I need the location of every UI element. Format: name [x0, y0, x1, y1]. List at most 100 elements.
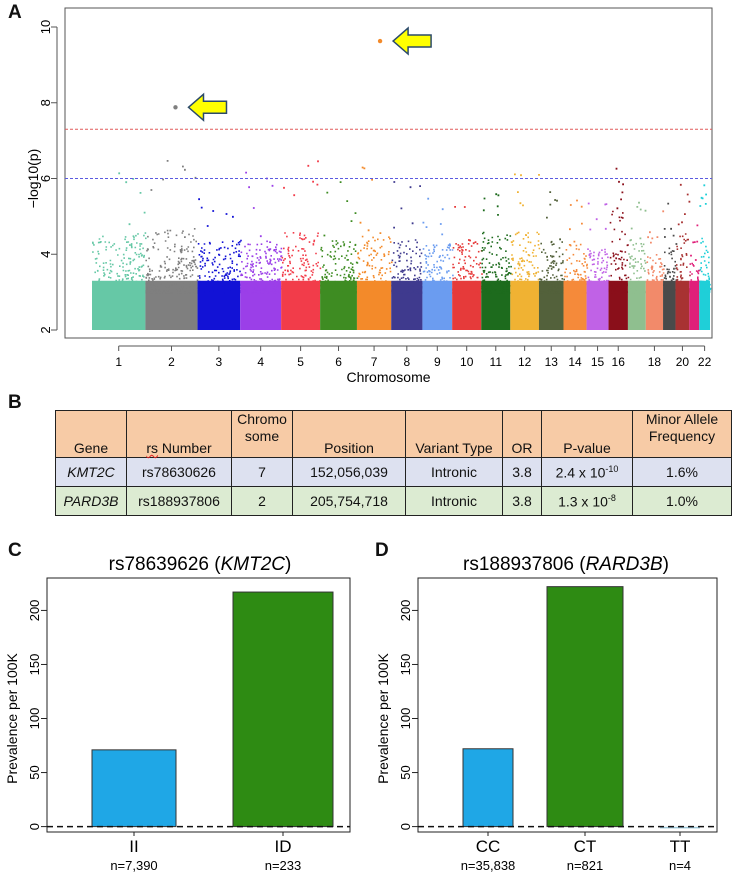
y-axis-label: Prevalence per 100K: [4, 652, 20, 783]
bar-ii: [91, 749, 177, 828]
y-tick-label: 150: [27, 654, 42, 676]
points-chr-22: [699, 184, 712, 294]
x-count-label: n=7,390: [110, 858, 157, 873]
x-axis-label: Chromosome: [346, 369, 430, 385]
table-header-or: OR: [502, 410, 542, 458]
cell-or: 3.8: [502, 457, 542, 487]
cell-chrom: 2: [231, 486, 293, 516]
x-tick-label: 11: [490, 355, 503, 369]
x-tick-label: 2: [168, 355, 175, 369]
x-tick-label: 20: [676, 355, 690, 369]
y-tick-label: 0: [27, 823, 42, 830]
plot-frame: [64, 7, 713, 339]
points-chr-9: [422, 197, 454, 294]
chart-frame: [46, 577, 351, 833]
y-tick-label: 2: [38, 326, 53, 333]
x-tick-label: 4: [257, 355, 264, 369]
points-chr-10: [452, 206, 483, 294]
chart-title: rs78639626 (KMT2C): [109, 554, 292, 575]
x-tick-label: 3: [216, 355, 223, 369]
cell-p: 1.3 x 10-8: [541, 486, 633, 516]
points-chr-7: [357, 166, 393, 294]
x-tick-label: 15: [591, 355, 605, 369]
x-tick-label: 18: [648, 355, 662, 369]
table-row: KMT2C rs78630626 7 152,056,039 Intronic …: [55, 457, 732, 487]
table-header-maf: Minor Allele Frequency: [632, 410, 732, 458]
points-chr-5: [281, 160, 322, 294]
panel-label-d: D: [375, 540, 389, 561]
x-tick-label: 14: [568, 355, 582, 369]
table-header-row: Gene rs Number Chromo some Position Varia…: [55, 410, 732, 458]
x-category-label: CT: [574, 837, 597, 856]
panel-label-a: A: [8, 2, 22, 23]
y-tick-label: 10: [38, 20, 53, 34]
point-band-chr-21: [689, 280, 700, 330]
y-tick-label: 150: [398, 654, 413, 676]
points-chr-15: [587, 202, 610, 294]
y-tick-label: 200: [27, 600, 42, 622]
x-count-label: n=35,838: [461, 858, 516, 873]
table-header-p: P-value: [541, 410, 633, 458]
x-tick-label: 13: [545, 355, 559, 369]
x-tick-label: 5: [297, 355, 304, 369]
x-category-label: TT: [670, 837, 691, 856]
highlight-point-1: [173, 105, 178, 110]
panel-label-b: B: [8, 392, 22, 413]
bar-id: [232, 591, 334, 828]
x-tick-label: 10: [460, 355, 474, 369]
points-chr-8: [391, 181, 424, 294]
x-tick-label: 7: [371, 355, 378, 369]
y-axis-label: −log10(p): [25, 149, 41, 209]
x-tick-label: 1: [115, 355, 122, 369]
cell-rs: rs188937806: [126, 486, 232, 516]
cell-gene: PARD3B: [55, 486, 127, 516]
point-band-chr-11: [481, 280, 511, 330]
y-tick-label: 100: [27, 708, 42, 730]
y-tick-label: 0: [398, 823, 413, 830]
points-chr-4: [240, 171, 283, 294]
points-chr-17: [628, 201, 647, 294]
x-category-label: ID: [275, 837, 292, 856]
x-count-label: n=4: [669, 858, 691, 873]
y-axis-label: Prevalence per 100K: [375, 652, 391, 783]
cell-variant: Intronic: [405, 486, 503, 516]
points-chr-16: [609, 167, 630, 294]
point-band-chr-22: [699, 280, 710, 330]
cell-maf: 1.6%: [632, 457, 732, 487]
cell-maf: 1.0%: [632, 486, 732, 516]
arrow-icon: [391, 26, 432, 56]
x-tick-label: 12: [518, 355, 532, 369]
y-tick-label: 50: [27, 765, 42, 779]
x-tick-label: 8: [403, 355, 410, 369]
points-chr-12: [510, 173, 541, 294]
y-tick-label: 50: [398, 765, 413, 779]
x-count-label: n=233: [265, 858, 302, 873]
x-category-label: CC: [476, 837, 501, 856]
table-header-chromosome: Chromo some: [231, 410, 293, 458]
points-chr-20: [675, 183, 691, 294]
cell-gene: KMT2C: [55, 457, 127, 487]
y-tick-label: 4: [38, 251, 53, 258]
points-chr-14: [563, 199, 589, 294]
points-chr-6: [320, 181, 359, 294]
manhattan-points: [92, 160, 712, 330]
y-tick-label: 8: [38, 99, 53, 106]
points-chr-1: [92, 172, 147, 294]
chart-title: rs188937806 (RARD3B): [463, 554, 669, 575]
cell-chrom: 7: [231, 457, 293, 487]
point-band-chr-9: [422, 280, 453, 330]
x-tick-label: 9: [434, 355, 441, 369]
point-band-chr-2: [145, 280, 198, 330]
bar-cc: [462, 748, 514, 828]
point-band-chr-4: [240, 280, 282, 330]
chart-frame: [417, 577, 718, 833]
cell-variant: Intronic: [405, 457, 503, 487]
cell-rs: rs78630626: [126, 457, 232, 487]
x-tick-label: 16: [612, 355, 626, 369]
points-chr-21: [689, 224, 701, 294]
points-chr-13: [539, 191, 565, 294]
cell-p: 2.4 x 10-10: [541, 457, 633, 487]
points-chr-3: [197, 198, 242, 294]
